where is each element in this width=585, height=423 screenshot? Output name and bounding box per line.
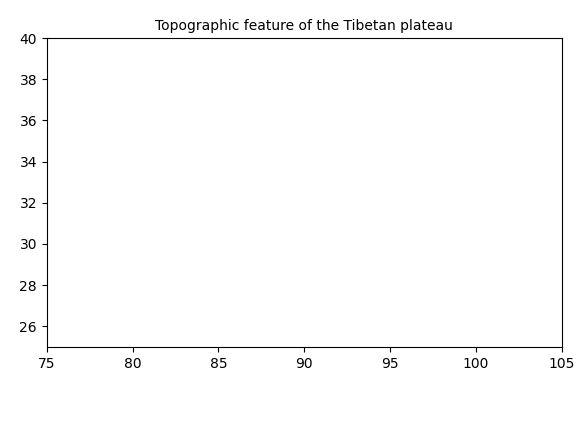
Title: Topographic feature of the Tibetan plateau: Topographic feature of the Tibetan plate… — [155, 19, 453, 33]
